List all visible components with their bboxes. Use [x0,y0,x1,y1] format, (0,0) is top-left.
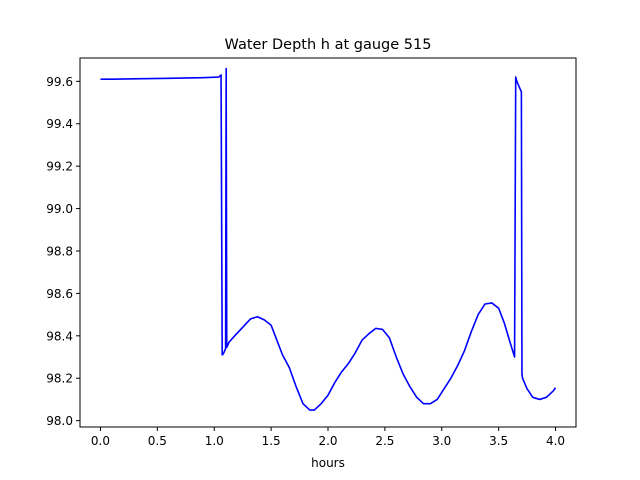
y-tick-label: 99.6 [46,75,73,89]
series-line-0 [100,67,557,411]
x-tick-label: 1.5 [262,434,281,448]
x-tick-label: 1.0 [205,434,224,448]
x-tick-label: 3.5 [489,434,508,448]
x-tick-label: 2.0 [318,434,337,448]
x-axis: 0.0 0.5 1.0 1.5 2.0 2.5 3.0 3.5 4.0 [91,427,565,448]
x-tick-label: 4.0 [546,434,565,448]
y-tick-label: 99.0 [46,202,73,216]
x-tick-label: 2.5 [375,434,394,448]
plot-frame [79,57,577,428]
y-tick-label: 99.4 [46,117,73,131]
y-tick-label: 98.8 [46,244,73,258]
y-tick-label: 98.0 [46,414,73,428]
x-axis-label: hours [311,456,345,470]
x-tick-label: 0.5 [148,434,167,448]
x-tick-label: 3.0 [432,434,451,448]
y-tick-label: 98.2 [46,372,73,386]
x-tick-label: 0.0 [91,434,110,448]
y-tick-label: 98.6 [46,287,73,301]
y-axis: 98.0 98.2 98.4 98.6 98.8 99.0 99.2 99.4 99.6 [46,75,80,428]
y-tick-label: 99.2 [46,160,73,174]
y-tick-label: 98.4 [46,329,73,343]
plot-area [100,67,557,411]
chart-title: Water Depth h at gauge 515 [225,37,432,53]
